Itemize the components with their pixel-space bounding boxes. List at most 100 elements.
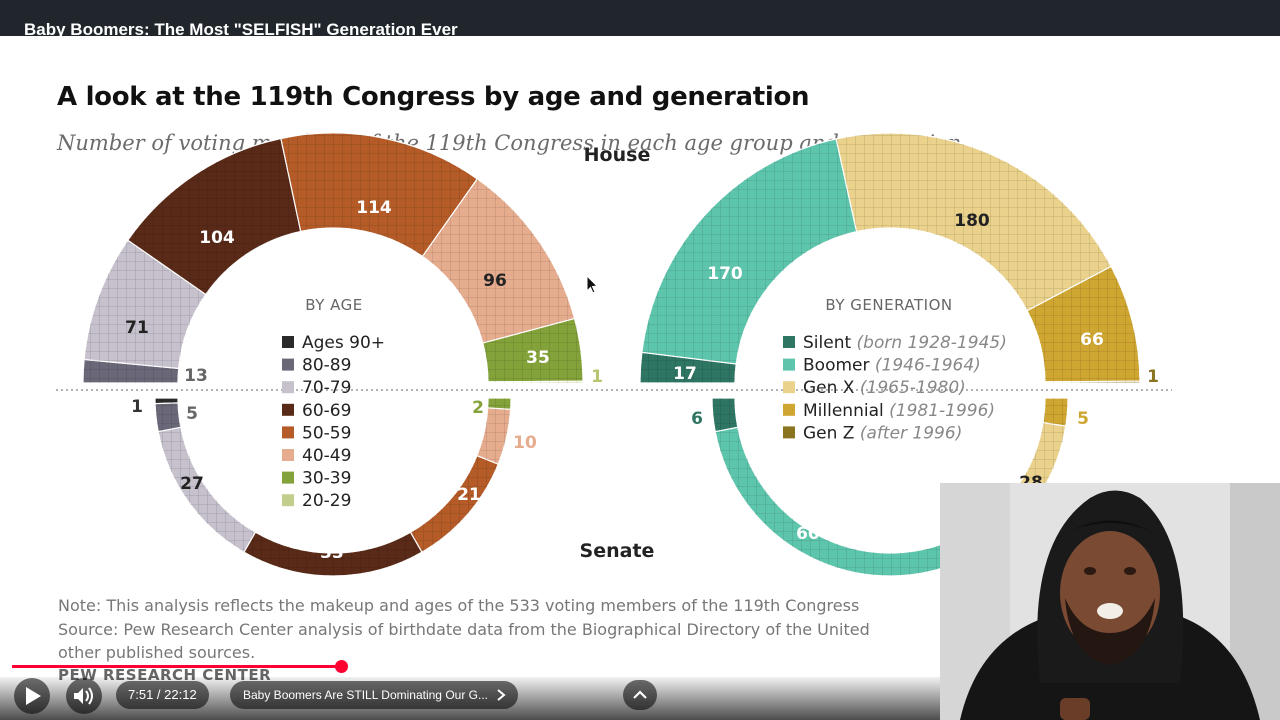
video-title[interactable]: Baby Boomers: The Most "SELFISH" Generat… — [24, 20, 458, 39]
chapter-button[interactable]: Baby Boomers Are STILL Dominating Our G.… — [230, 681, 518, 709]
label-house-60-69: 104 — [199, 228, 235, 248]
legend-swatch — [783, 336, 795, 348]
play-button[interactable] — [14, 678, 50, 714]
label-senate-millennial: 5 — [1077, 409, 1089, 429]
progress-bar[interactable] — [12, 660, 940, 673]
arc-segment-texture — [1044, 381, 1140, 383]
label-senate-silent: 6 — [691, 409, 703, 429]
volume-button[interactable] — [66, 678, 102, 714]
legend-label: Gen X (1965-1980) — [803, 378, 966, 398]
legend-swatch — [783, 358, 795, 371]
arc-segment-texture — [487, 381, 583, 383]
arc-segment-texture — [712, 398, 738, 432]
label-house-30-39: 35 — [526, 348, 550, 368]
arc-segment-texture — [83, 359, 179, 383]
label-house-genz: 1 — [1147, 367, 1159, 387]
chapter-title: Baby Boomers Are STILL Dominating Our G.… — [243, 688, 488, 702]
arc-segment-texture — [640, 352, 737, 383]
chevron-right-icon — [497, 689, 506, 701]
legend-swatch — [282, 381, 294, 394]
arc-segment-texture — [244, 532, 422, 576]
arc-segment-texture — [410, 455, 499, 553]
label-senate-80-89: 5 — [186, 404, 198, 424]
arc-segment-texture — [422, 178, 575, 344]
mouse-cursor-icon — [586, 274, 599, 294]
arc-segment-texture — [836, 133, 1112, 311]
label-house-40-49: 96 — [483, 271, 507, 291]
label-house-silent: 17 — [673, 364, 697, 384]
legend-age-title: BY AGE — [305, 296, 363, 314]
label-senate-50-59: 21 — [457, 485, 481, 505]
legend-swatch — [282, 494, 294, 507]
label-house-50-59: 114 — [356, 198, 392, 218]
arc-segment-texture — [155, 402, 181, 432]
legend-label: 80-89 — [302, 356, 351, 376]
expand-button[interactable] — [623, 680, 657, 710]
label-house-20-29: 1 — [591, 367, 603, 387]
legend-swatch — [783, 426, 795, 439]
legend-generation: Silent (born 1928-1945) Boomer (1946-1964… — [783, 333, 1007, 443]
arc-segment-texture — [482, 318, 583, 382]
house-age-arc — [82, 132, 584, 384]
legend-label: Silent (born 1928-1945) — [803, 333, 1007, 353]
time-display: 7:51 / 22:12 — [116, 681, 209, 709]
senate-age-arc — [154, 397, 512, 577]
legend-label: 60-69 — [302, 401, 351, 421]
label-house-millennial: 66 — [1080, 330, 1104, 350]
duration: 22:12 — [164, 687, 197, 702]
legend-label: Ages 90+ — [302, 333, 385, 353]
progress-scrubber[interactable] — [334, 660, 348, 673]
legend-years: (after 1996) — [854, 423, 962, 443]
play-icon — [26, 687, 41, 705]
legend-label: 40-49 — [302, 446, 351, 466]
legend-swatch — [282, 403, 294, 416]
legend-label: Millennial (1981-1996) — [803, 401, 995, 421]
note-line-1: Note: This analysis reflects the makeup … — [58, 596, 860, 615]
arc-segment-texture — [84, 240, 206, 369]
legend-label: Boomer (1946-1964) — [803, 356, 981, 376]
legend-generation-title: BY GENERATION — [825, 296, 952, 314]
arc-segment-texture — [1027, 266, 1140, 382]
legend-swatch — [282, 449, 294, 461]
legend-years: (1981-1996) — [884, 401, 995, 421]
note-line-3: other published sources. — [58, 643, 256, 662]
arc-segment-texture — [476, 407, 511, 465]
label-senate-90plus: 1 — [131, 397, 143, 417]
current-time: 7:51 — [128, 687, 154, 702]
label-house-70-79: 71 — [125, 318, 149, 338]
house-label: House — [584, 144, 651, 166]
slide-title: A look at the 119th Congress by age and … — [57, 82, 810, 112]
label-house-80-89: 13 — [184, 366, 208, 386]
label-senate-40-49: 10 — [513, 433, 537, 453]
legend-years: (1946-1964) — [869, 356, 980, 376]
label-house-boomer: 170 — [707, 264, 743, 284]
senate-label: Senate — [580, 540, 655, 562]
legend-swatch — [282, 358, 294, 371]
legend-swatch — [282, 426, 294, 439]
legend-swatch — [282, 336, 294, 348]
note-line-2: Source: Pew Research Center analysis of … — [58, 620, 870, 639]
legend-label: 20-29 — [302, 491, 351, 511]
arc-segment-texture — [127, 138, 301, 295]
presenter-video — [940, 483, 1280, 720]
label-senate-boomer: 60 — [796, 524, 820, 544]
arc-segment-texture — [155, 398, 179, 404]
legend-swatch — [282, 471, 294, 484]
video-title-bar — [0, 0, 1280, 36]
label-house-genx: 180 — [954, 211, 990, 231]
legend-years: (born 1928-1945) — [851, 333, 1007, 353]
legend-label: Gen Z (after 1996) — [803, 423, 962, 443]
chevron-up-icon — [633, 690, 647, 699]
progress-played — [12, 665, 341, 668]
volume-icon — [74, 687, 93, 705]
label-senate-60-69: 33 — [320, 543, 344, 563]
label-senate-30-39: 2 — [472, 398, 484, 418]
time-separator: / — [153, 687, 165, 702]
legend-label: 70-79 — [302, 378, 351, 398]
legend-label: 50-59 — [302, 423, 351, 443]
legend-swatch — [783, 403, 795, 416]
legend-years: (1965-1980) — [854, 378, 965, 398]
legend-swatch — [783, 381, 795, 394]
